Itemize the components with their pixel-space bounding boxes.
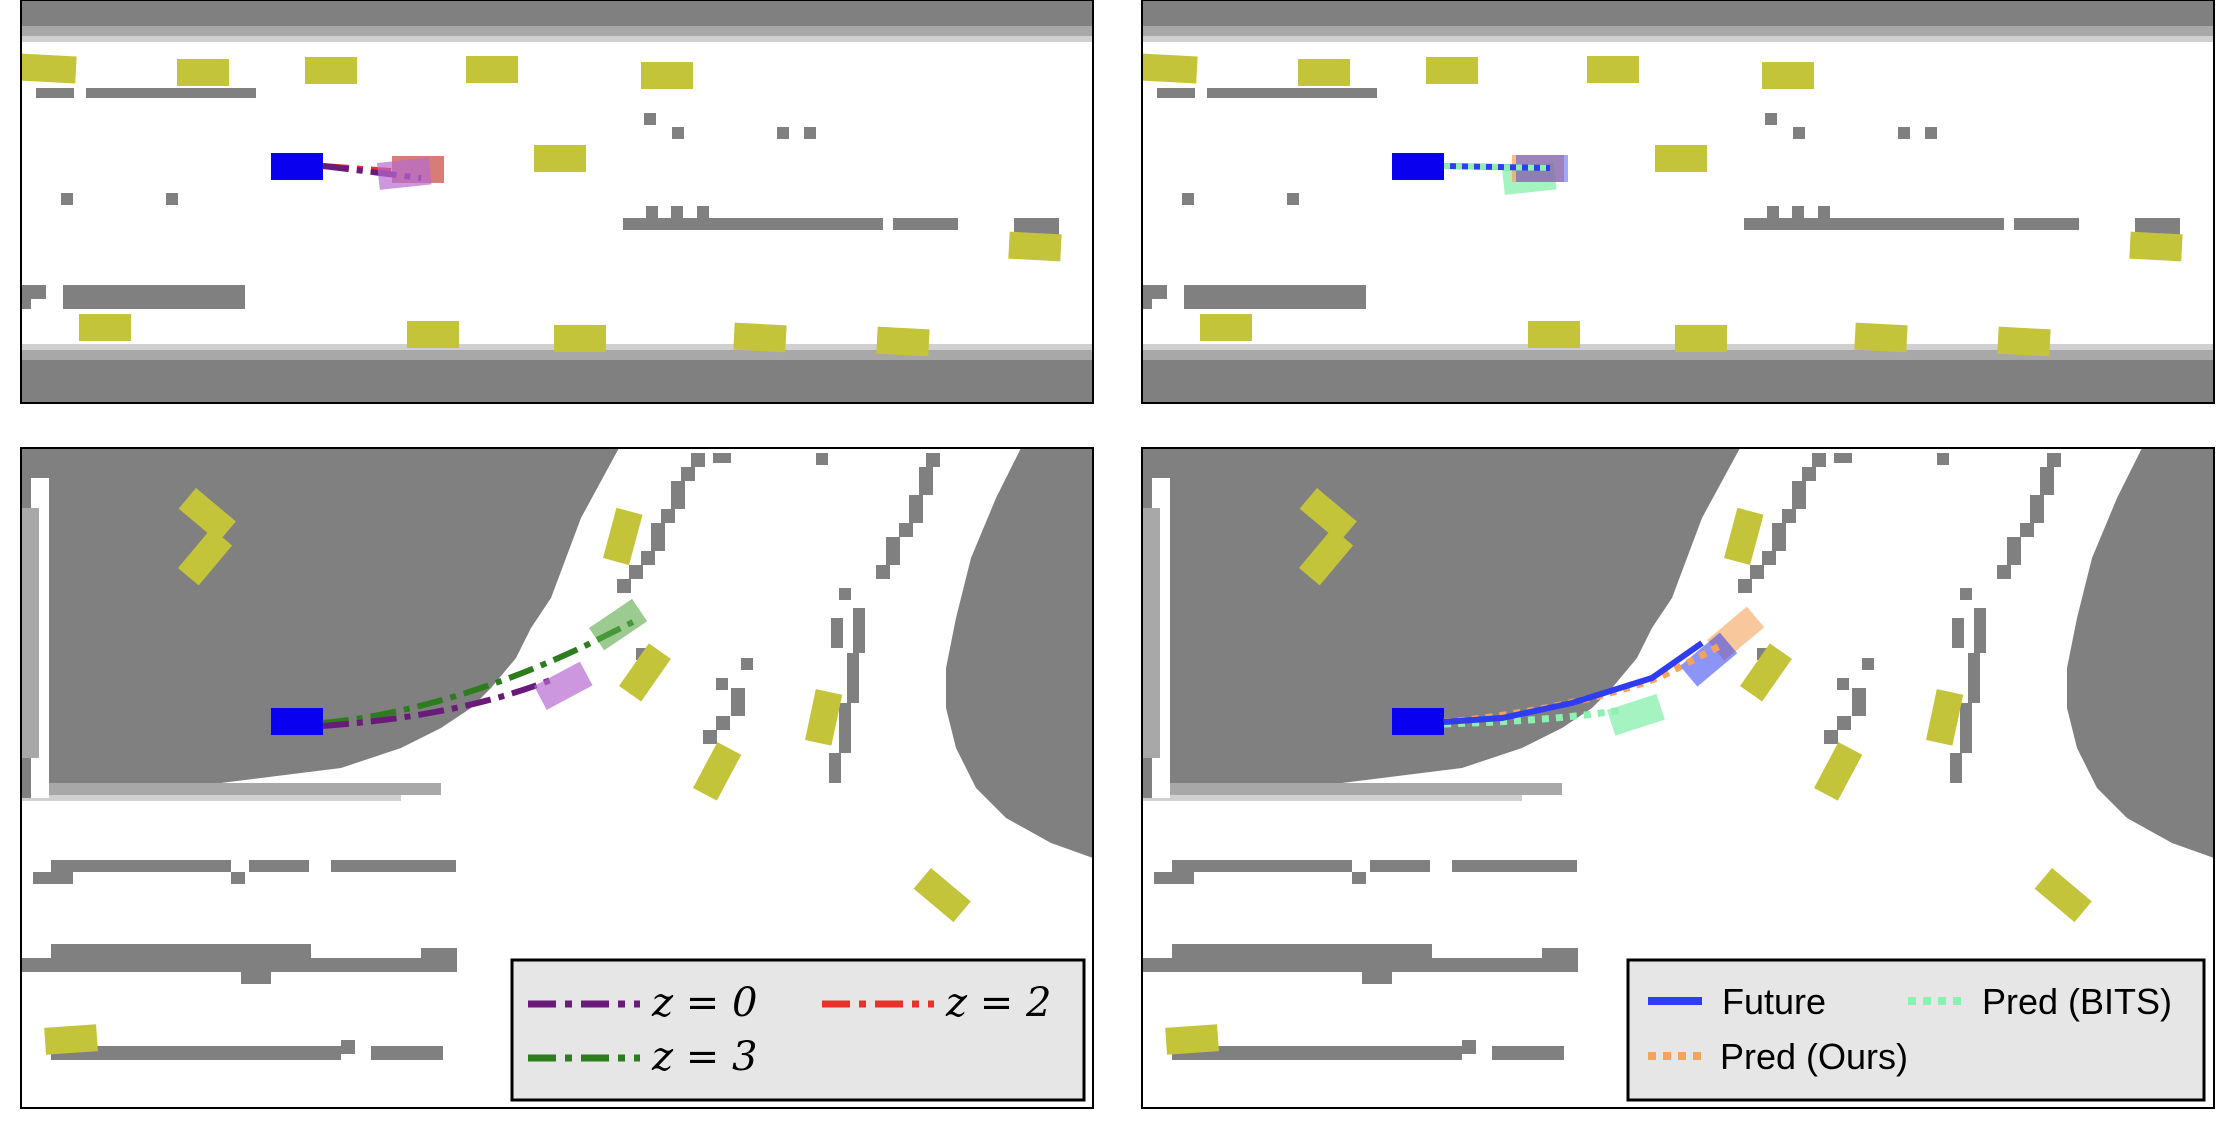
panel-bottom-right: Future Pred (BITS) Pred (Ours): [1142, 448, 2214, 1108]
legend-right: Future Pred (BITS) Pred (Ours): [1628, 960, 2204, 1100]
panel-top-left: [20, 0, 1093, 403]
legend-left: z = 0 z = 2 z = 3: [512, 960, 1084, 1100]
legend-label-future: Future: [1722, 981, 1826, 1022]
legend-label-z0: z = 0: [651, 980, 757, 1026]
legend-label-bits: Pred (BITS): [1982, 981, 2172, 1022]
legend-label-z2: z = 2: [945, 980, 1051, 1026]
panel-top-right: [1141, 0, 2214, 403]
legend-label-z3: z = 3: [651, 1034, 757, 1080]
panel-bottom-left: z = 0 z = 2 z = 3: [21, 448, 1093, 1108]
pred-box-z0: [377, 158, 432, 190]
legend-label-ours: Pred (Ours): [1720, 1036, 1908, 1077]
